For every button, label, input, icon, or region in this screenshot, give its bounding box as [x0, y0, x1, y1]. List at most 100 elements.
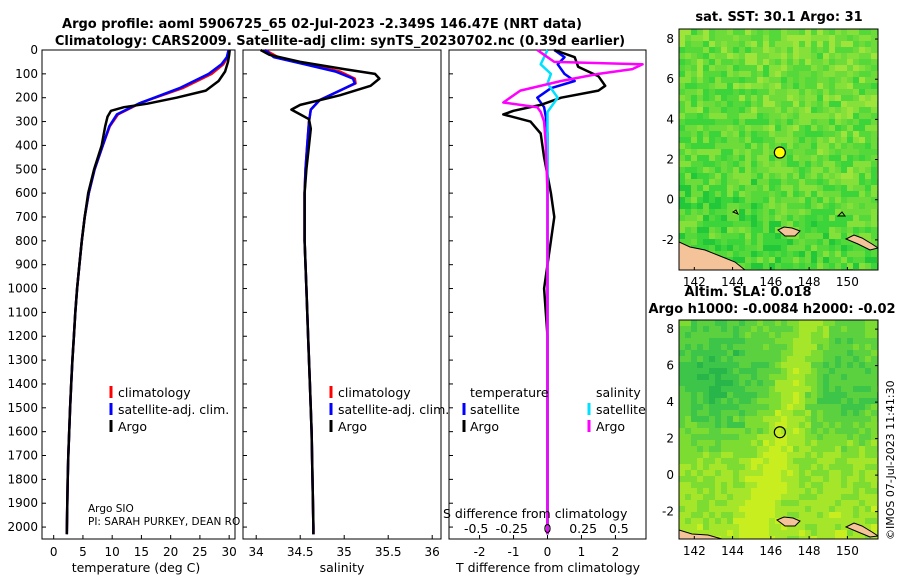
heat-cell	[739, 245, 746, 252]
heat-cell	[679, 131, 686, 138]
heat-cell	[781, 143, 788, 150]
heat-cell	[727, 167, 734, 174]
y-tick-label: 200	[15, 91, 38, 105]
heat-cell	[727, 470, 734, 477]
heat-cell	[817, 506, 824, 513]
heat-cell	[799, 338, 806, 345]
heat-cell	[871, 53, 878, 60]
heat-cell	[787, 482, 794, 489]
heat-cell	[817, 149, 824, 156]
heat-cell	[727, 215, 734, 222]
difference-plot: -2 -1 0 1 2	[449, 48, 644, 559]
heat-cell	[799, 482, 806, 489]
heat-cell	[739, 149, 746, 156]
heat-cell	[709, 197, 716, 204]
heat-cell	[829, 125, 836, 132]
x-tick-label: 35	[337, 545, 352, 559]
heat-cell	[847, 137, 854, 144]
heat-cell	[697, 344, 704, 351]
heat-cell	[823, 428, 830, 435]
temperature-axes	[41, 49, 236, 540]
heat-cell	[787, 404, 794, 411]
heat-cell	[793, 149, 800, 156]
heat-cell	[763, 512, 770, 519]
heat-cell	[817, 344, 824, 351]
heat-cell	[739, 530, 746, 537]
heat-cell	[811, 179, 818, 186]
heat-cell	[721, 197, 728, 204]
heat-cell	[853, 464, 860, 471]
heat-cell	[739, 89, 746, 96]
heat-cell	[847, 53, 854, 60]
heat-cell	[709, 167, 716, 174]
y-tick-label: 2000	[7, 520, 38, 534]
heat-cell	[799, 35, 806, 42]
heat-cell	[817, 338, 824, 345]
heat-cell	[757, 452, 764, 459]
heat-cell	[685, 29, 692, 36]
heat-cell	[733, 350, 740, 357]
heat-cell	[757, 203, 764, 210]
heat-cell	[769, 83, 776, 90]
heat-cell	[799, 404, 806, 411]
heat-cell	[793, 440, 800, 447]
heat-cell	[715, 161, 722, 168]
heat-cell	[727, 374, 734, 381]
heat-cell	[823, 59, 830, 66]
heat-cell	[745, 83, 752, 90]
heat-cell	[823, 512, 830, 519]
heat-cell	[679, 500, 686, 507]
heat-cell	[679, 83, 686, 90]
heat-cell	[859, 173, 866, 180]
heat-cell	[835, 482, 842, 489]
heat-cell	[763, 494, 770, 501]
heat-cell	[871, 47, 878, 54]
heat-cell	[745, 452, 752, 459]
heat-cell	[685, 350, 692, 357]
heat-cell	[739, 155, 746, 162]
heat-cell	[841, 326, 848, 333]
heat-cell	[679, 464, 686, 471]
heat-cell	[871, 428, 878, 435]
heat-cell	[829, 29, 836, 36]
heat-cell	[739, 398, 746, 405]
heat-cell	[793, 536, 800, 539]
heat-cell	[811, 203, 818, 210]
series-line-temperature-argo	[502, 48, 607, 535]
heat-cell	[823, 404, 830, 411]
heat-cell	[769, 263, 776, 270]
heat-cell	[757, 77, 764, 84]
heat-cell	[835, 113, 842, 120]
heat-cell	[829, 41, 836, 48]
heat-cell	[751, 464, 758, 471]
heat-cell	[871, 131, 878, 138]
heat-cell	[727, 536, 734, 539]
heat-cell	[757, 482, 764, 489]
heat-cell	[823, 374, 830, 381]
heat-cell	[769, 344, 776, 351]
heat-cell	[799, 137, 806, 144]
heat-cell	[817, 452, 824, 459]
heat-cell	[787, 47, 794, 54]
heat-cell	[697, 155, 704, 162]
heat-cell	[727, 386, 734, 393]
heat-cell	[811, 494, 818, 501]
heat-cell	[847, 47, 854, 54]
heat-cell	[781, 392, 788, 399]
heat-cell	[799, 356, 806, 363]
heat-cell	[691, 482, 698, 489]
heat-cell	[835, 161, 842, 168]
heat-cell	[793, 41, 800, 48]
heat-cell	[739, 476, 746, 483]
heat-cell	[703, 53, 710, 60]
heat-cell	[871, 125, 878, 132]
y-tick-label: 300	[15, 115, 38, 129]
heat-cell	[793, 125, 800, 132]
heat-cell	[829, 410, 836, 417]
series-line-argo	[65, 49, 231, 535]
heat-cell	[769, 137, 776, 144]
heat-cell	[769, 53, 776, 60]
heat-cell	[853, 410, 860, 417]
heat-cell	[817, 143, 824, 150]
heat-cell	[781, 440, 788, 447]
